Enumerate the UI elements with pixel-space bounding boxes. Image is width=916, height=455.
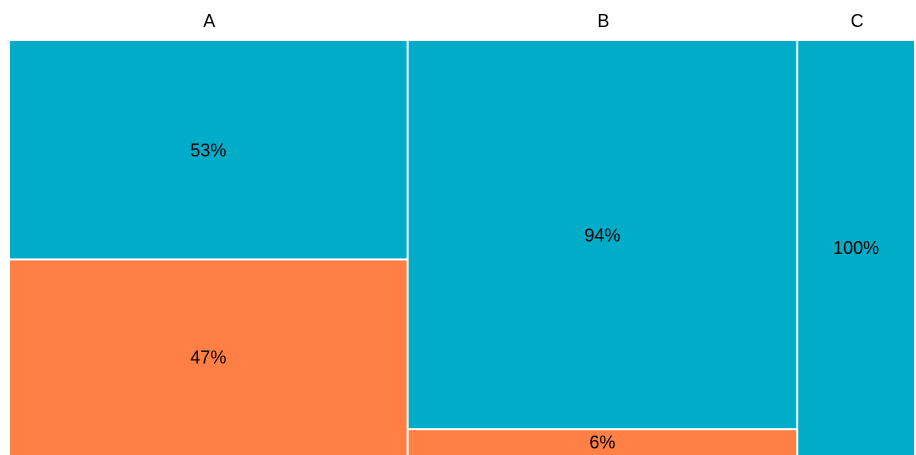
tile-b-blue: [408, 41, 797, 429]
category-label-c: C: [851, 11, 864, 31]
tile-label-a-1: 47%: [190, 348, 226, 368]
tile-label-b-0: 94%: [584, 226, 620, 246]
tile-c-blue: [798, 41, 914, 455]
tile-a-orange: [10, 260, 407, 455]
mosaic-tiles: [10, 41, 914, 455]
tile-a-blue: [10, 41, 407, 259]
tile-label-a-0: 53%: [190, 141, 226, 161]
tile-label-b-1: 6%: [589, 433, 615, 453]
tile-b-orange: [408, 430, 797, 455]
tile-labels: 53% 47% 94% 6% 100%: [190, 141, 879, 453]
category-labels: A B C: [203, 11, 863, 31]
category-label-a: A: [203, 11, 215, 31]
tile-label-c-0: 100%: [833, 238, 879, 258]
category-label-b: B: [597, 11, 609, 31]
